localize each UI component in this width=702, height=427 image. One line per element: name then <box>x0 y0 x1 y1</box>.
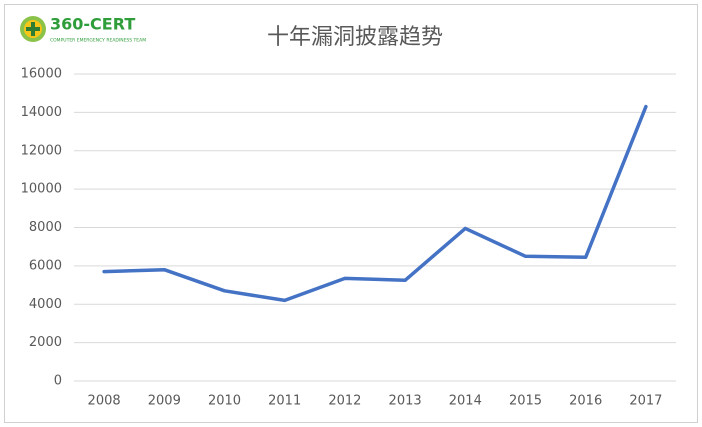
logo: 360-CERT COMPUTER EMERGENCY READINESS TE… <box>20 15 146 44</box>
logo-name: 360-CERT <box>50 15 135 34</box>
x-tick-label: 2012 <box>328 394 361 409</box>
x-tick-label: 2011 <box>268 394 301 409</box>
y-tick-label: 6000 <box>29 258 62 273</box>
y-tick-label: 4000 <box>29 297 62 312</box>
chart-frame <box>4 4 698 423</box>
y-tick-label: 16000 <box>21 67 62 82</box>
y-tick-label: 8000 <box>29 220 62 235</box>
x-tick-label: 2009 <box>148 394 181 409</box>
logo-tagline: COMPUTER EMERGENCY READINESS TEAM <box>50 38 146 44</box>
logo-cross-h <box>26 27 40 31</box>
y-tick-label: 12000 <box>21 143 62 158</box>
y-tick-label: 2000 <box>29 335 62 350</box>
x-tick-label: 2014 <box>449 394 482 409</box>
y-tick-label: 10000 <box>21 182 62 197</box>
x-tick-label: 2013 <box>389 394 422 409</box>
y-tick-label: 0 <box>54 374 62 389</box>
x-tick-label: 2015 <box>509 394 542 409</box>
x-tick-label: 2016 <box>569 394 602 409</box>
chart-title: 十年漏洞披露趋势 <box>267 25 443 50</box>
x-tick-label: 2017 <box>629 394 662 409</box>
x-tick-label: 2010 <box>208 394 241 409</box>
line <box>102 104 648 303</box>
y-tick-label: 14000 <box>21 105 62 120</box>
x-tick-label: 2008 <box>88 394 121 409</box>
